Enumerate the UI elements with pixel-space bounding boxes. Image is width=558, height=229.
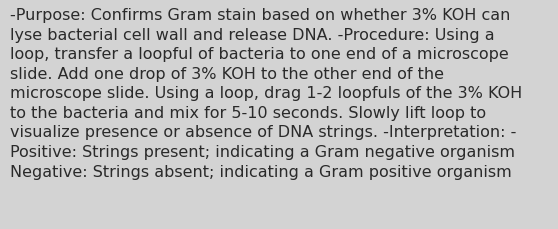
- Text: -Purpose: Confirms Gram stain based on whether 3% KOH can
lyse bacterial cell wa: -Purpose: Confirms Gram stain based on w…: [10, 8, 522, 179]
